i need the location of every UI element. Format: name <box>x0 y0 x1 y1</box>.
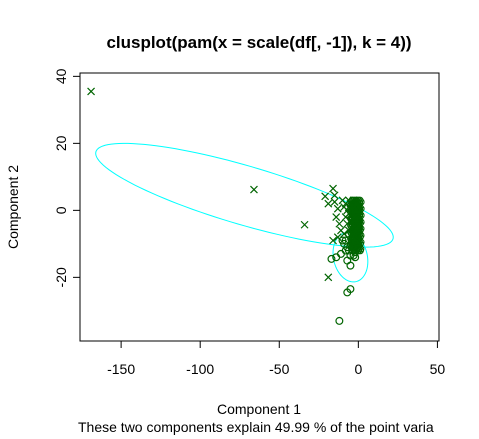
chart-title: clusplot(pam(x = scale(df[, -1]), k = 4)… <box>106 33 411 52</box>
data-point-x <box>87 87 95 96</box>
data-point-circle <box>351 253 360 262</box>
y-axis-label: Component 2 <box>5 165 21 249</box>
x-tick-label: -150 <box>107 361 135 377</box>
y-tick-label: 40 <box>53 68 69 84</box>
data-point-x <box>330 191 339 200</box>
data-point-x <box>346 216 355 225</box>
data-point-circle <box>343 256 352 265</box>
subtitle: These two components explain 49.99 % of … <box>78 419 434 435</box>
y-tick-label: 20 <box>53 135 69 151</box>
data-point-x <box>335 219 344 228</box>
data-point-x <box>300 220 309 229</box>
data-point-circle <box>352 238 361 247</box>
x-axis-label: Component 1 <box>217 401 301 417</box>
plot-frame <box>79 72 440 342</box>
data-point-circle <box>327 254 336 263</box>
x-tick-label: -100 <box>186 361 214 377</box>
data-point-x <box>329 184 337 193</box>
x-tick-label: -50 <box>269 361 289 377</box>
data-point-x <box>324 199 333 208</box>
data-point-x <box>330 198 339 206</box>
data-point-circle <box>354 216 363 225</box>
data-point-circle <box>351 248 360 257</box>
data-point-dense <box>356 196 364 205</box>
data-point-circle <box>335 316 344 325</box>
cluster-ellipse-1 <box>95 142 394 248</box>
data-point-x <box>344 209 353 218</box>
y-tick-label: -20 <box>53 267 69 287</box>
plot-area <box>87 87 394 325</box>
x-axis: -150 -100 -50 0 50 <box>107 340 446 377</box>
data-point-x <box>332 213 341 221</box>
data-point-x <box>250 185 258 194</box>
data-point-x <box>333 204 342 213</box>
data-point-circle <box>354 226 363 235</box>
data-point-x <box>333 233 342 242</box>
x-tick-label: 0 <box>354 361 362 377</box>
y-axis: -20 0 20 40 <box>53 68 81 287</box>
data-point-x <box>356 206 364 215</box>
data-point-circle <box>346 285 355 294</box>
y-tick-label: 0 <box>53 206 69 214</box>
data-point-x <box>329 236 337 245</box>
data-point-circle <box>338 236 347 245</box>
x-tick-label: 50 <box>430 361 446 377</box>
data-point-circle <box>336 249 345 258</box>
data-point-circle <box>346 261 355 270</box>
data-point-x <box>324 273 333 282</box>
data-point-x <box>321 192 330 201</box>
data-point-dense <box>350 196 358 205</box>
